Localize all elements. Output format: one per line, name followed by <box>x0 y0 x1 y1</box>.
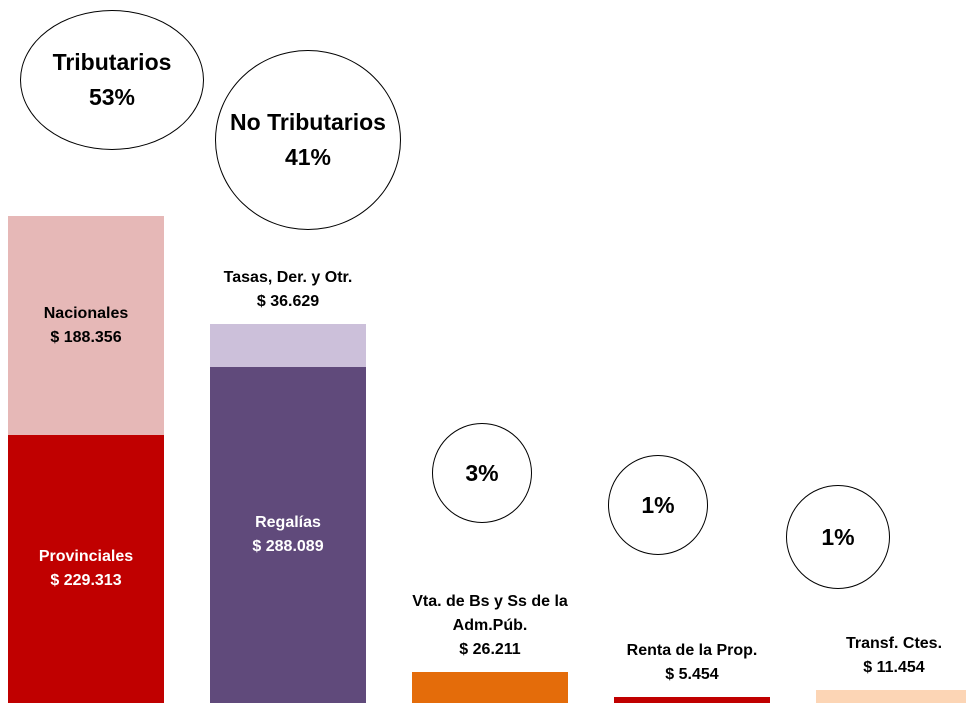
segment-label: Renta de la Prop. $ 5.454 <box>587 639 797 687</box>
segment-value: $ 11.454 <box>863 658 925 676</box>
bar-segment <box>816 689 966 703</box>
bar-segment <box>614 696 770 703</box>
bar-segment <box>8 435 164 703</box>
segment-label: Transf. Ctes. $ 11.454 <box>789 632 966 680</box>
group-share: 41% <box>284 144 332 170</box>
bar-segment <box>210 324 366 367</box>
group-share: 53% <box>88 84 136 110</box>
segment-value: $ 229.313 <box>50 572 122 590</box>
share-bubble: Tributarios 53% <box>20 10 204 150</box>
group-name: No Tributarios <box>230 109 386 135</box>
segment-label: Tasas, Der. y Otr. $ 36.629 <box>183 266 393 314</box>
segment-value: $ 26.211 <box>459 641 521 659</box>
segment-label: Vta. de Bs y Ss de la Adm.Púb. $ 26.211 <box>385 590 595 662</box>
segment-value: $ 36.629 <box>256 293 320 311</box>
segment-name: Provinciales <box>38 548 134 566</box>
bar-segment <box>412 672 568 703</box>
share-bubble: No Tributarios 41% <box>215 50 401 230</box>
segment-name: Tasas, Der. y Otr. <box>223 269 353 287</box>
group-share: 1% <box>641 491 675 518</box>
share-bubble: 3% <box>432 423 532 523</box>
group-share: 1% <box>821 523 855 550</box>
segment-name: Transf. Ctes. <box>845 634 943 652</box>
segment-name: Nacionales <box>43 304 129 322</box>
segment-label: Nacionales $ 188.356 <box>8 302 164 350</box>
bar-segment <box>8 215 164 436</box>
segment-value: $ 288.089 <box>252 537 324 555</box>
segment-label: Regalías $ 288.089 <box>210 511 366 559</box>
segment-name: Vta. de Bs y Ss de la Adm.Púb. <box>412 593 568 635</box>
group-name: Tributarios <box>52 49 172 75</box>
segment-value: $ 5.454 <box>665 665 719 683</box>
group-share: 3% <box>465 459 499 486</box>
segment-label: Provinciales $ 229.313 <box>8 545 164 593</box>
bar-segment <box>210 366 366 703</box>
share-bubble: 1% <box>608 455 708 555</box>
segment-name: Regalías <box>255 513 321 531</box>
segment-value: $ 188.356 <box>50 328 122 346</box>
segment-name: Renta de la Prop. <box>626 641 758 659</box>
share-bubble: 1% <box>786 485 890 589</box>
